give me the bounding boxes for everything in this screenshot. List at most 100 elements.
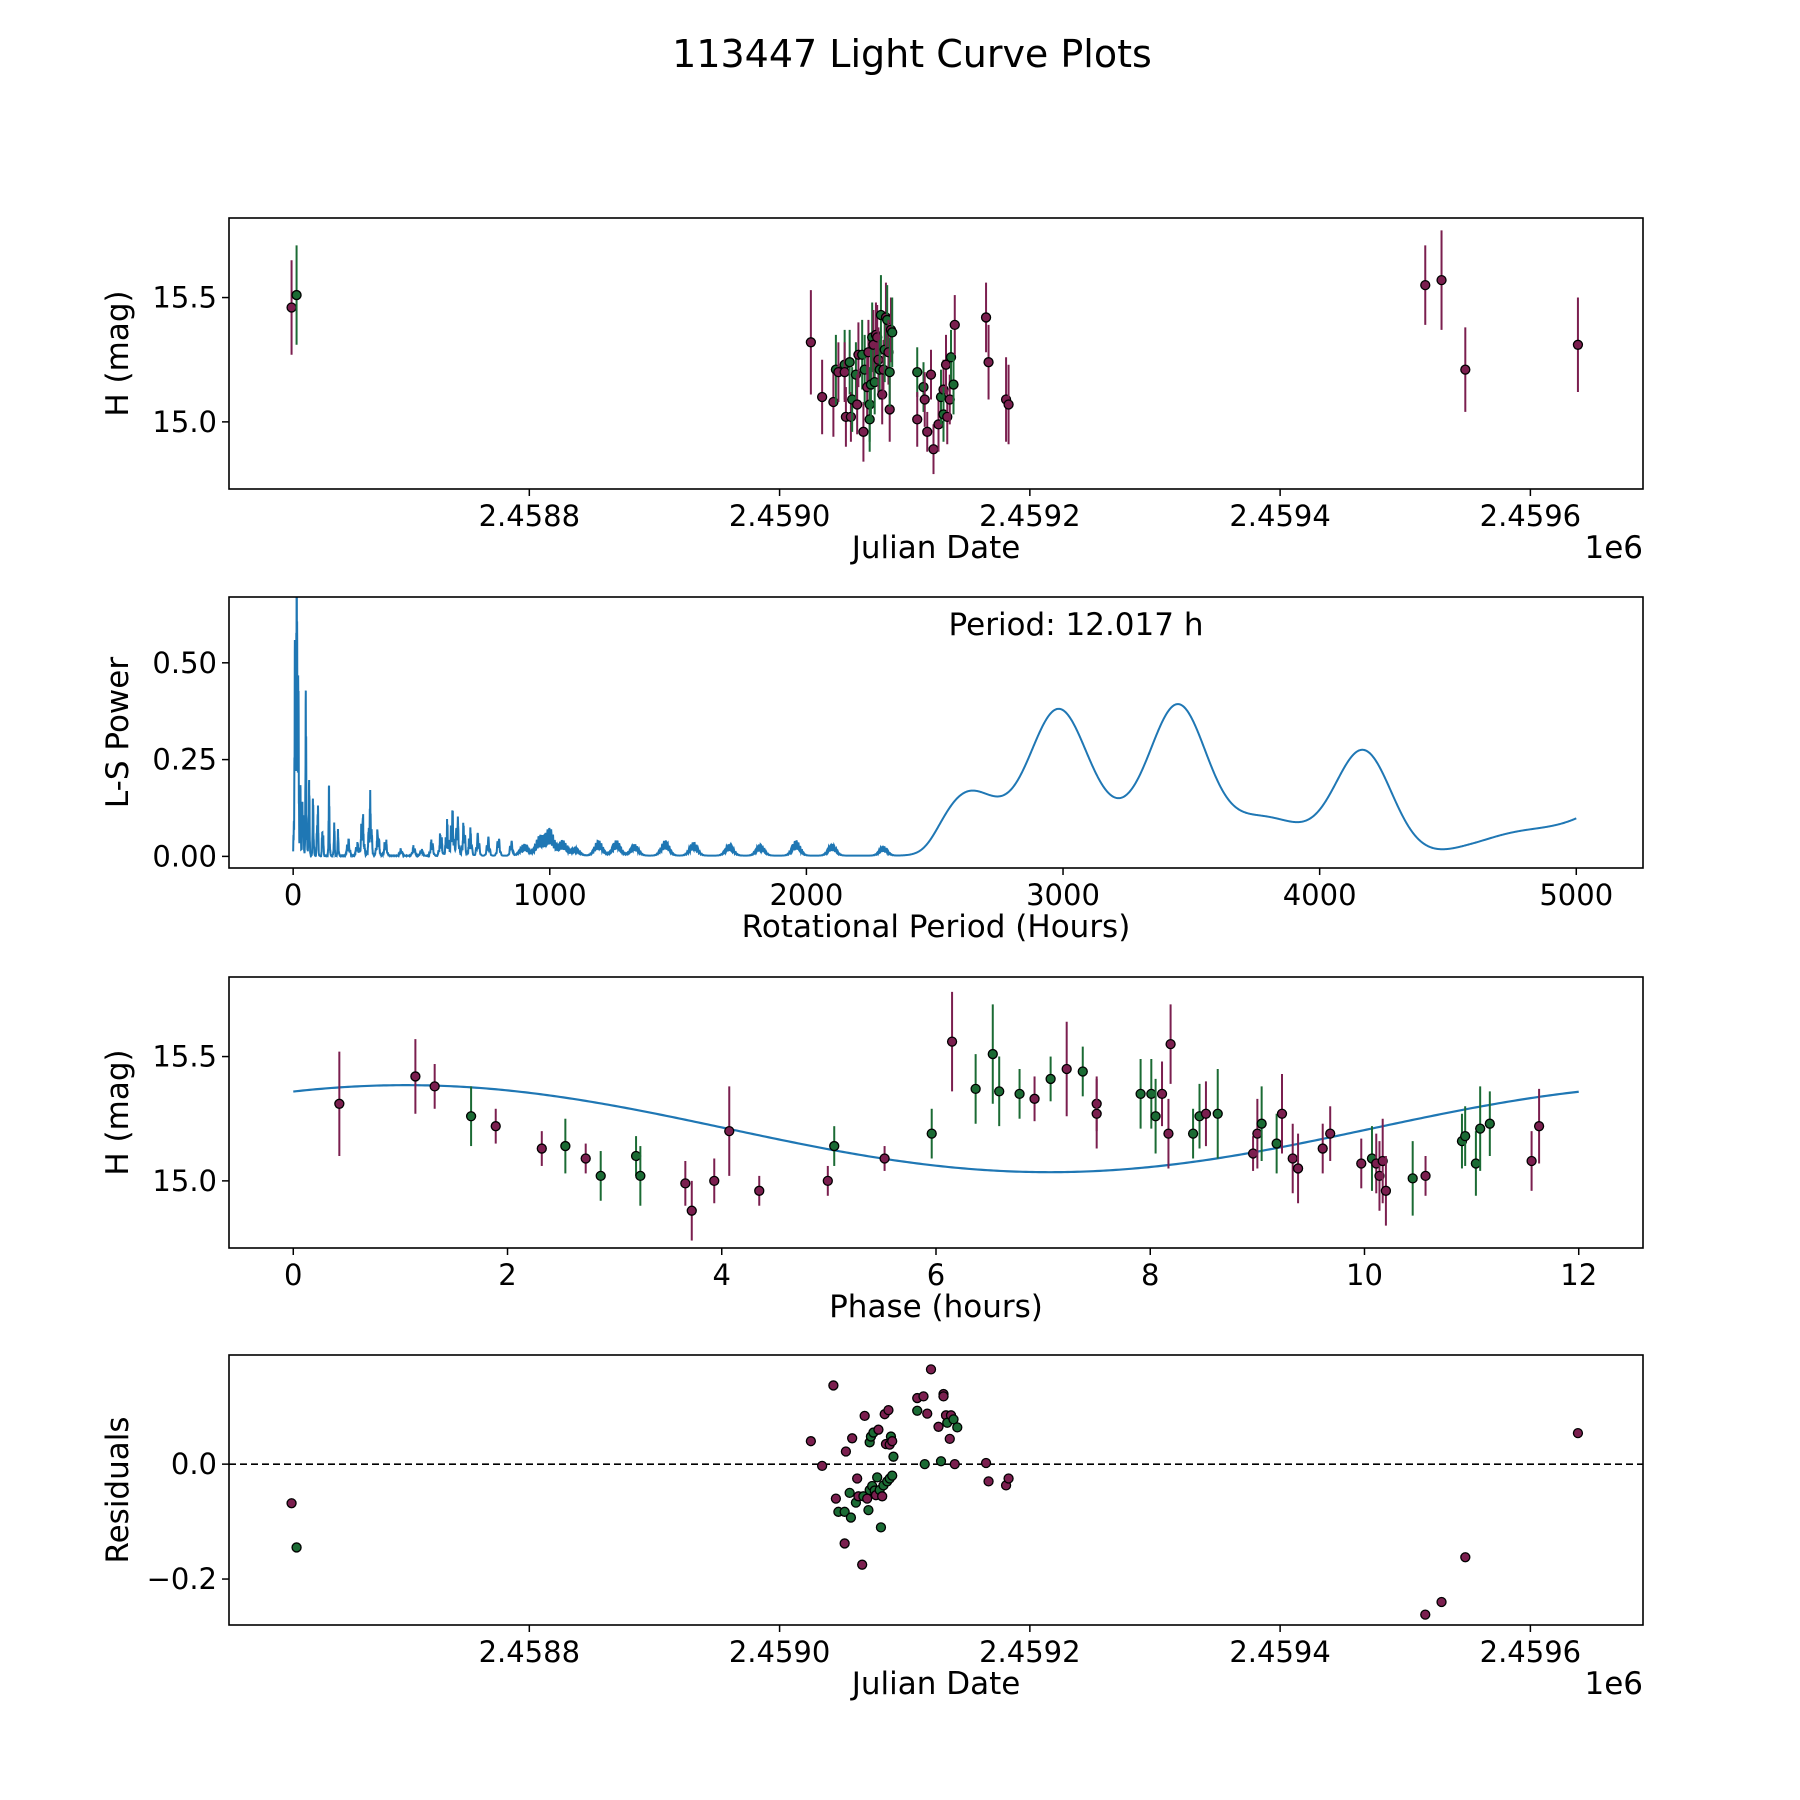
data-point (686, 1205, 697, 1216)
data-point (949, 1458, 960, 1470)
data-point (1407, 1173, 1418, 1184)
y-tick-label: 0.25 (152, 743, 217, 777)
data-point (847, 1433, 858, 1444)
data-point (912, 366, 923, 378)
data-point (922, 426, 933, 437)
data-point (536, 1143, 547, 1154)
data-point (1475, 1123, 1486, 1134)
data-point (635, 1170, 646, 1182)
data-point (1276, 1108, 1288, 1119)
data-point (1533, 1121, 1545, 1132)
data-point (844, 357, 855, 368)
axes-frame (228, 1354, 1644, 1626)
data-point (1420, 1170, 1431, 1182)
x-tick-label: 12 (1560, 1258, 1597, 1292)
data-point (938, 1391, 949, 1402)
y-tick-label: 15.0 (152, 1164, 217, 1198)
data-point (286, 302, 297, 313)
data-point (805, 337, 817, 348)
data-point (1325, 1128, 1336, 1139)
data-point (291, 1542, 302, 1553)
x-tick-label: 2000 (769, 878, 843, 912)
data-point (983, 357, 994, 368)
data-point (839, 1506, 850, 1517)
data-point (852, 1473, 863, 1484)
data-point (864, 414, 875, 425)
data-point (1484, 1118, 1495, 1129)
subplot-phase: 0 2 4 6 8 10 12 15.0 15.5 Phase (hours) H (mag) (100, 976, 1644, 1325)
data-point (875, 1522, 887, 1533)
data-point (1045, 1073, 1056, 1085)
data-point (630, 1150, 642, 1162)
x-tick-label: 0 (284, 1258, 302, 1292)
data-point (840, 1446, 852, 1457)
x-offset-label: 1e6 (1584, 1666, 1643, 1702)
y-tick-label: 0.50 (152, 646, 217, 680)
plot-area-resid (229, 1364, 1643, 1620)
data-point (1029, 1093, 1040, 1104)
data-point (980, 1457, 992, 1469)
data-point (286, 1498, 297, 1509)
data-point (862, 1493, 873, 1504)
data-point (1003, 399, 1014, 410)
x-tick-label: 2.4594 (1229, 1635, 1330, 1669)
data-point (877, 389, 888, 400)
data-point (1156, 1088, 1168, 1100)
x-tick-label: 10 (1346, 1258, 1383, 1292)
data-point (754, 1185, 765, 1196)
axes-frame (228, 596, 1644, 869)
data-point (884, 366, 895, 378)
y-tick-label: 15.5 (152, 1040, 217, 1074)
data-point (805, 1436, 817, 1447)
data-point (912, 1405, 923, 1416)
plot-area-ls (292, 597, 1577, 859)
data-point (1436, 1596, 1447, 1608)
x-tick-label: 2.4592 (979, 1635, 1080, 1669)
data-point (1163, 1128, 1174, 1139)
data-point (922, 1408, 933, 1419)
data-point (1256, 1118, 1267, 1129)
data-point (1317, 1143, 1328, 1154)
subplot-resid: 2.4588 2.4590 2.4592 2.4594 2.4596 −0.2 0.0 Jul… (100, 1354, 1644, 1702)
data-point (410, 1071, 421, 1082)
data-point (580, 1153, 591, 1164)
data-point (1460, 1552, 1471, 1563)
x-tick-label: 2.4596 (1480, 1635, 1581, 1669)
data-point (845, 411, 857, 423)
subplot-ls: 0 1000 2000 3000 4000 5000 0.00 0.25 0.50 Rotatio… (100, 596, 1644, 945)
subplot-lc: 2.4588 2.4590 2.4592 2.4594 2.4596 15.0 15.5 Ju… (100, 217, 1644, 566)
y-tick-label: 0.0 (171, 1447, 217, 1481)
x-tick-label: 3000 (1026, 878, 1100, 912)
data-point (1380, 1185, 1392, 1196)
x-offset-label: 1e6 (1584, 530, 1643, 566)
data-point (948, 1414, 959, 1425)
data-point (829, 1140, 840, 1152)
data-point (1420, 279, 1431, 291)
data-point (928, 444, 939, 455)
data-point (949, 319, 960, 331)
x-axis-label: Julian Date (850, 1666, 1021, 1702)
data-point (983, 1476, 994, 1487)
data-point (919, 394, 930, 405)
data-point (816, 391, 828, 403)
data-point (844, 1487, 855, 1499)
data-point (952, 1422, 963, 1433)
data-point (595, 1170, 606, 1182)
data-point (1356, 1158, 1367, 1169)
data-point (887, 327, 898, 338)
data-point (429, 1081, 440, 1092)
data-point (816, 1460, 828, 1472)
data-point (1014, 1088, 1025, 1100)
data-point (828, 1380, 839, 1391)
data-point (1252, 1128, 1263, 1139)
data-point (935, 1456, 947, 1467)
data-point (946, 1036, 958, 1047)
data-point (1460, 364, 1471, 375)
data-point (1292, 1163, 1304, 1174)
model-curve (293, 1084, 1579, 1174)
data-point (873, 1424, 884, 1435)
plot-area-lc (286, 230, 1584, 475)
data-point (863, 1504, 874, 1516)
data-point (1135, 1088, 1146, 1100)
